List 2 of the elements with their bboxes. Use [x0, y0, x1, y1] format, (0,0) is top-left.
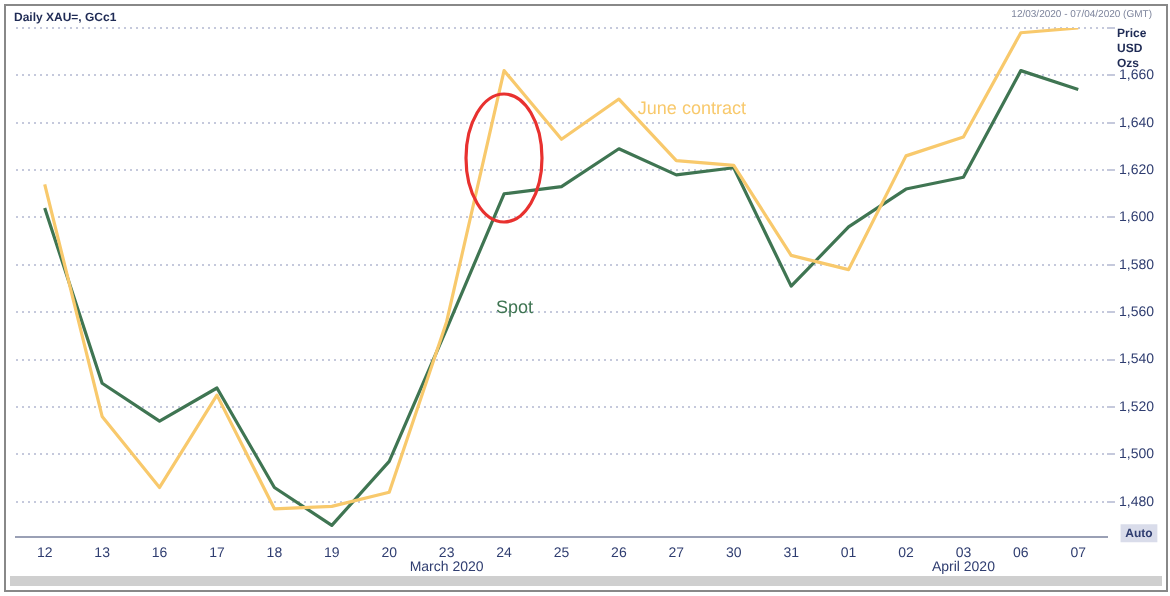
series-label: June contract	[637, 98, 747, 119]
series-label: Spot	[496, 297, 535, 318]
